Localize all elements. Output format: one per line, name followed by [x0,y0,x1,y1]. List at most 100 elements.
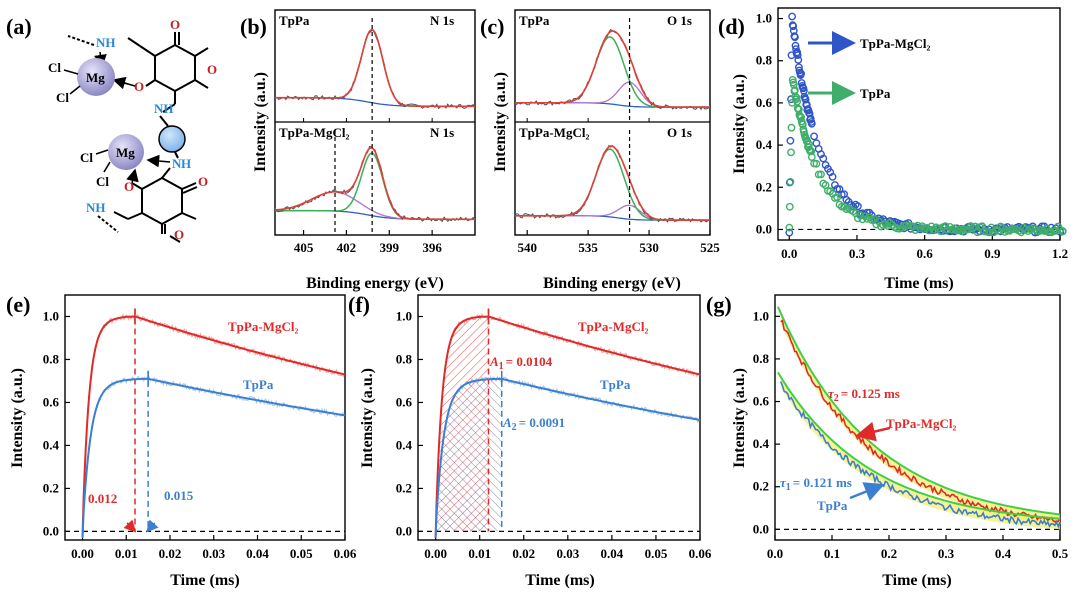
data-point [828,172,837,181]
panel-g-label-tppa: TpPa [817,498,848,513]
y-tick-label: 0.2 [756,179,772,194]
data-point [786,177,795,186]
panel-c: (c) TpPa O 1s TpPa-MgCl₂ O 1s 540 535 530 5… [480,9,720,292]
panel-f-plot: 0.00 0.01 0.02 0.03 0.04 0.05 0.06 0.0 0.2 0.4 0.6… [396,308,712,561]
nh-label: NH [154,101,174,116]
panel-b: (b) TpPa N 1s TpPa-MgCl₂ N 1s 405 402 399 3… [240,9,476,292]
data-point [856,211,865,220]
y-tick-label: 0.2 [43,480,59,495]
x-tick-label: 0.00 [424,546,447,561]
x-tick-label: 0.06 [689,546,712,561]
mg-atom-top [77,58,115,96]
data-point [795,63,803,72]
x-tick-label: 402 [337,240,357,255]
data-point [835,200,844,209]
noisy-line [82,313,346,539]
fit-band [780,314,1060,526]
fit-line [776,306,1061,516]
y-tick-label: 0.8 [756,53,773,68]
x-tick-label: 0.02 [159,546,182,561]
hexagon-bottom [141,176,183,226]
x-tick-label: 0.9 [984,246,1001,261]
data-point [897,224,906,232]
oxygen-label: O [198,174,208,189]
panel-g-xlabel: Time (ms) [882,572,951,589]
x-tick-label: 0.3 [938,546,955,561]
panel-f-frame [417,294,701,541]
panel-c-bottom-sample: TpPa-MgCl₂ [519,125,589,140]
data-point [789,22,798,31]
data-point [787,123,796,132]
cl-label: Cl [80,150,93,165]
component-1-line [515,148,710,221]
x-tick-label: 399 [380,240,400,255]
data-point [810,132,818,141]
x-tick-label: 0.3 [849,246,866,261]
data-point [797,69,805,78]
panel-c-ylabel: Intensity (a.u.) [492,72,509,172]
fit-line [777,371,1061,520]
fit-band [780,378,1060,530]
x-tick-label: 0.04 [246,546,269,561]
fit-line [515,145,710,221]
panel-c-bottom-core: O 1s [667,125,692,140]
panel-g-ylabel: Intensity (a.u.) [731,368,748,468]
x-tick-label: 396 [422,240,442,255]
mg-label: Mg [116,145,135,160]
panel-e: (e) 0.00 0.01 0.02 0.03 0.04 0.05 0.060.00.20.… [6,292,357,589]
series-line [434,377,701,538]
panel-g-label-mgcl2: TpPa-MgCl₂ [886,416,956,431]
x-tick-label: 0.1 [824,546,840,561]
panel-b-xlabel: Binding energy (eV) [306,275,444,292]
data-point [785,228,794,237]
component-1-line [275,28,475,108]
x-tick-label: 0.05 [290,546,313,561]
data-point [849,207,858,216]
peak-arrow [146,519,159,533]
panel-b-ticks: 405 402 399 396 [294,118,442,255]
panel-d-legend-tppa: TpPa [860,86,891,101]
y-tick-label: 0.2 [396,480,412,495]
data-point [801,95,810,104]
oxygen-label: O [134,79,144,94]
x-tick-label: 0.4 [995,546,1012,561]
y-tick-label: 0.8 [753,351,770,366]
y-tick-label: 0.0 [753,521,769,536]
panel-e-label-mgcl2: TpPa-MgCl₂ [228,319,298,334]
y-tick-label: 1.0 [396,308,412,323]
data-point [833,193,842,202]
panel-g-frame [774,294,1061,541]
data-point [806,114,815,123]
data-point [785,223,794,232]
panel-d-plot: 0.0 0.3 0.6 0.9 1.2 0.0 0.2 0.4 0.6 0.8 1.0 [756,11,1068,261]
data-point [792,94,801,102]
x-tick-label: 0.0 [781,246,797,261]
oxygen-label: O [207,62,217,77]
cl-label: Cl [56,90,69,105]
linker-ball [158,125,186,153]
panel-b-top-core: N 1s [430,13,454,28]
panel-e-xlabel: Time (ms) [170,572,239,589]
fit-line [515,30,710,108]
mg-atom-bottom [108,134,144,170]
x-tick-label: 0.01 [468,546,491,561]
fit-line [275,28,475,108]
nh-label: NH [96,35,116,50]
panel-c-top-sample: TpPa [519,13,550,28]
panel-f-area2: A2 = 0.0091 [502,415,565,433]
y-tick-label: 0.0 [756,221,772,236]
data-point [807,153,816,162]
mg-label: Mg [86,70,105,85]
data-point [791,33,799,42]
panel-b-label: (b) [240,14,267,39]
panel-e-frame [64,294,346,541]
data-point [819,154,828,163]
oxygen-label: O [124,179,134,194]
noisy-line [435,312,701,539]
nh-label: NH [86,200,106,215]
peak-arrow [123,519,137,533]
panel-f-label: (f) [348,292,370,317]
y-tick-label: 0.6 [756,95,773,110]
series-line [434,315,701,538]
y-tick-label: 0.6 [753,394,770,409]
